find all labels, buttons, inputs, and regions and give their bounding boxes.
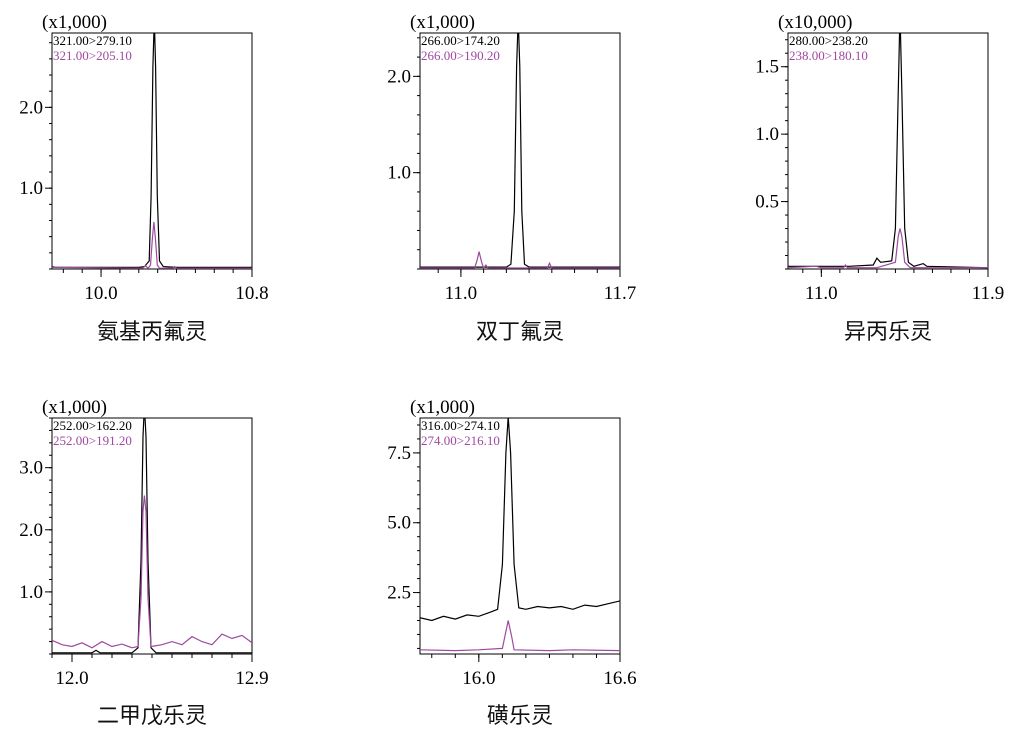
x-tick-label: 12.9 xyxy=(235,668,268,689)
x-tick-label: 11.0 xyxy=(805,283,838,304)
y-multiplier-label: (x1,000) xyxy=(42,397,107,418)
series-label: 321.00>279.10 xyxy=(53,33,132,48)
y-multiplier-label: (x1,000) xyxy=(410,397,475,418)
compound-caption: 双丁氟灵 xyxy=(475,320,564,345)
y-multiplier-label: (x1,000) xyxy=(42,12,107,33)
series-label: 266.00>190.20 xyxy=(421,48,500,63)
plot-frame xyxy=(787,32,989,270)
y-tick-label: 5.0 xyxy=(387,513,411,534)
y-tick-label: 2.5 xyxy=(387,583,411,604)
series-line xyxy=(420,33,620,268)
x-tick-label: 16.6 xyxy=(603,668,636,689)
compound-caption: 二甲戊乐灵 xyxy=(96,704,207,729)
series-label: 266.00>174.20 xyxy=(421,33,500,48)
x-tick-label: 11.7 xyxy=(604,283,637,304)
y-tick-label: 2.0 xyxy=(19,97,43,118)
x-tick-label: 10.0 xyxy=(84,283,117,304)
x-tick-label: 11.9 xyxy=(972,283,1005,304)
plot-frame xyxy=(51,32,253,270)
series-line xyxy=(420,251,620,269)
series-label: 274.00>216.10 xyxy=(421,433,500,448)
series-label: 252.00>191.20 xyxy=(53,433,132,448)
plot-frame xyxy=(419,32,621,270)
series-line xyxy=(788,228,988,269)
y-tick-label: 0.5 xyxy=(755,192,779,213)
series-label: 316.00>274.10 xyxy=(421,418,500,433)
series-label: 280.00>238.20 xyxy=(789,33,868,48)
y-tick-label: 1.0 xyxy=(19,178,43,199)
y-tick-label: 7.5 xyxy=(387,443,411,464)
series-line xyxy=(52,222,252,269)
series-label: 252.00>162.20 xyxy=(53,418,132,433)
y-multiplier-label: (x10,000) xyxy=(778,12,852,33)
x-tick-label: 16.0 xyxy=(462,668,495,689)
series-line xyxy=(52,495,252,649)
y-tick-label: 1.0 xyxy=(19,582,43,603)
plot-frame xyxy=(419,417,621,655)
y-tick-label: 1.0 xyxy=(387,163,411,184)
compound-caption: 磺乐灵 xyxy=(486,704,553,729)
x-tick-label: 12.0 xyxy=(55,668,88,689)
y-tick-label: 2.0 xyxy=(19,520,43,541)
y-tick-label: 3.0 xyxy=(19,458,43,479)
series-label: 321.00>205.10 xyxy=(53,48,132,63)
y-tick-label: 1.5 xyxy=(755,57,779,78)
compound-caption: 异丙乐灵 xyxy=(843,320,932,345)
series-line xyxy=(788,33,988,269)
y-tick-label: 2.0 xyxy=(387,66,411,87)
x-tick-label: 11.0 xyxy=(445,283,478,304)
y-tick-label: 1.0 xyxy=(755,124,779,145)
x-tick-label: 10.8 xyxy=(235,283,268,304)
series-line xyxy=(420,418,620,622)
series-line xyxy=(420,620,620,652)
compound-caption: 氨基丙氟灵 xyxy=(96,320,207,345)
y-multiplier-label: (x1,000) xyxy=(410,12,475,33)
series-label: 238.00>180.10 xyxy=(789,48,868,63)
